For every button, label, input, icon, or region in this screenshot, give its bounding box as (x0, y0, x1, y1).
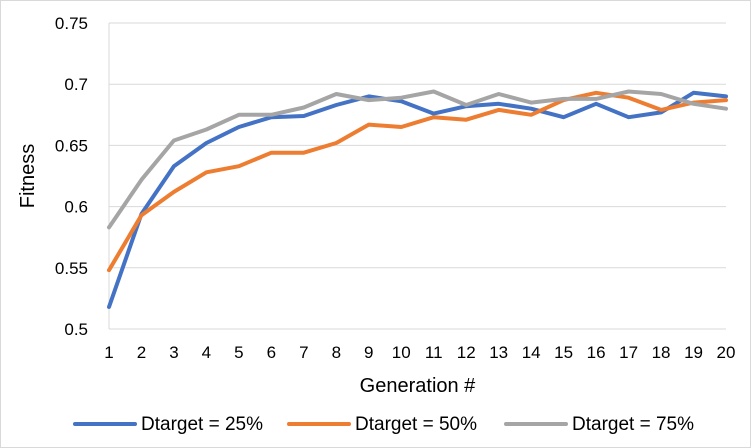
x-tick-label: 18 (652, 343, 671, 362)
x-tick-label: 11 (425, 343, 443, 362)
legend-label: Dtarget = 25% (141, 414, 263, 435)
x-tick-label: 10 (392, 343, 411, 362)
x-tick-label: 4 (202, 343, 211, 362)
x-tick-labels: 1 2 3 4 5 6 7 8 9 10 11 12 13 14 15 16 17 18 19 20 (104, 343, 735, 362)
axes (108, 23, 726, 330)
y-tick-label: 0.6 (64, 198, 88, 217)
x-tick-label: 19 (684, 343, 703, 362)
x-tick-label: 3 (169, 343, 178, 362)
series-line-1 (107, 90, 728, 309)
legend: Dtarget = 25% Dtarget = 50% Dtarget = 75% (73, 414, 694, 435)
legend-label: Dtarget = 50% (355, 414, 477, 435)
legend-entry: Dtarget = 75% (504, 414, 694, 435)
y-tick-label: 0.5 (64, 320, 88, 339)
series-lines (107, 89, 728, 309)
y-tick-label: 0.65 (55, 136, 88, 155)
x-tick-label: 5 (234, 343, 243, 362)
x-tick-label: 12 (457, 343, 476, 362)
y-tick-label: 0.7 (64, 75, 88, 94)
x-tick-label: 16 (587, 343, 606, 362)
gridlines (109, 22, 726, 269)
x-tick-label: 14 (522, 343, 541, 362)
legend-entry: Dtarget = 25% (73, 414, 263, 435)
x-tick-label: 15 (554, 343, 573, 362)
x-tick-label: 17 (619, 343, 638, 362)
x-tick-label: 2 (137, 343, 146, 362)
x-tick-label: 6 (267, 343, 276, 362)
x-tick-label: 8 (332, 343, 341, 362)
y-tick-label: 0.75 (55, 14, 88, 33)
y-tick-label: 0.55 (55, 259, 88, 278)
y-tick-labels: 0.5 0.55 0.6 0.65 0.7 0.75 (55, 14, 88, 339)
legend-label: Dtarget = 75% (572, 414, 694, 435)
series-line-2 (107, 90, 728, 273)
y-axis-title: Fitness (17, 144, 39, 208)
x-tick-label: 13 (489, 343, 508, 362)
x-axis-title: Generation # (360, 375, 477, 397)
x-tick-label: 7 (299, 343, 308, 362)
series-line-3 (107, 89, 728, 230)
x-tick-label: 9 (364, 343, 373, 362)
legend-entry: Dtarget = 50% (287, 414, 477, 435)
x-tick-label: 1 (104, 343, 113, 362)
x-tick-label: 20 (717, 343, 736, 362)
